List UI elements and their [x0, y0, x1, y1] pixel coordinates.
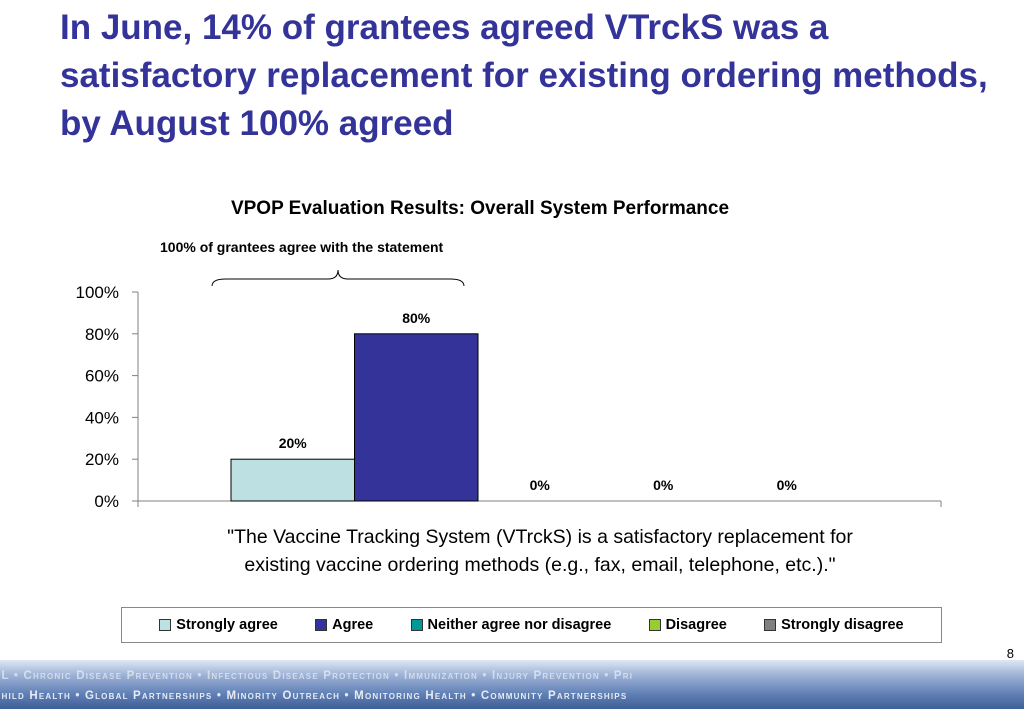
- page-number: 8: [1006, 646, 1014, 661]
- x-category-label: "The Vaccine Tracking System (VTrckS) is…: [227, 526, 853, 548]
- y-tick-label: 20%: [85, 450, 119, 469]
- y-tick-label: 60%: [85, 367, 119, 386]
- y-tick-label: 0%: [94, 492, 119, 511]
- slide-headline: In June, 14% of grantees agreed VTrckS w…: [60, 8, 988, 143]
- data-label: 0%: [530, 477, 551, 493]
- legend-label-agree: Agree: [332, 617, 374, 633]
- chart-title: VPOP Evaluation Results: Overall System …: [230, 198, 730, 219]
- legend-label-disagree: Disagree: [665, 617, 727, 633]
- data-label: 80%: [402, 310, 431, 326]
- legend-label-strongly-agree: Strongly agree: [176, 617, 278, 633]
- legend-item-agree: Agree: [315, 617, 373, 633]
- footer-banner: AL • Chronic Disease Prevention • Infect…: [0, 660, 1024, 709]
- legend-label-strongly-disagree: Strongly disagree: [781, 617, 904, 633]
- curly-brace: [211, 269, 465, 287]
- footer-banner-line-2: Child Health • Global Partnerships • Min…: [0, 690, 628, 702]
- x-category-label: existing vaccine ordering methods (e.g.,…: [244, 554, 835, 576]
- chart-annotation: 100% of grantees agree with the statemen…: [160, 239, 444, 255]
- legend-label-neither: Neither agree nor disagree: [427, 617, 612, 633]
- bar: [230, 458, 355, 502]
- legend-swatch-strongly-disagree: [764, 619, 777, 631]
- legend-swatch-strongly-agree: [159, 619, 172, 631]
- legend-swatch-neither: [410, 619, 423, 631]
- legend-item-strongly-agree: Strongly agree: [159, 617, 278, 633]
- data-label: 0%: [653, 477, 674, 493]
- data-label: 20%: [279, 435, 308, 451]
- data-label: 0%: [777, 477, 798, 493]
- footer-banner-line-1: AL • Chronic Disease Prevention • Infect…: [0, 670, 634, 682]
- y-tick-label: 80%: [85, 325, 119, 344]
- legend-swatch-disagree: [648, 619, 661, 631]
- legend-item-disagree: Disagree: [648, 617, 727, 633]
- y-tick-label: 100%: [76, 283, 119, 302]
- legend-swatch-agree: [315, 619, 328, 631]
- bar: [354, 333, 479, 502]
- y-tick-label: 40%: [85, 408, 119, 427]
- legend-item-strongly-disagree: Strongly disagree: [764, 617, 904, 633]
- chart-legend: Strongly agree Agree Neither agree nor d…: [121, 607, 942, 643]
- bar-chart: 0% 20% 40% 60% 80% 100% 20% 80% 0% 0% 0% "The Vacci…: [76, 269, 942, 576]
- legend-item-neither: Neither agree nor disagree: [410, 617, 612, 633]
